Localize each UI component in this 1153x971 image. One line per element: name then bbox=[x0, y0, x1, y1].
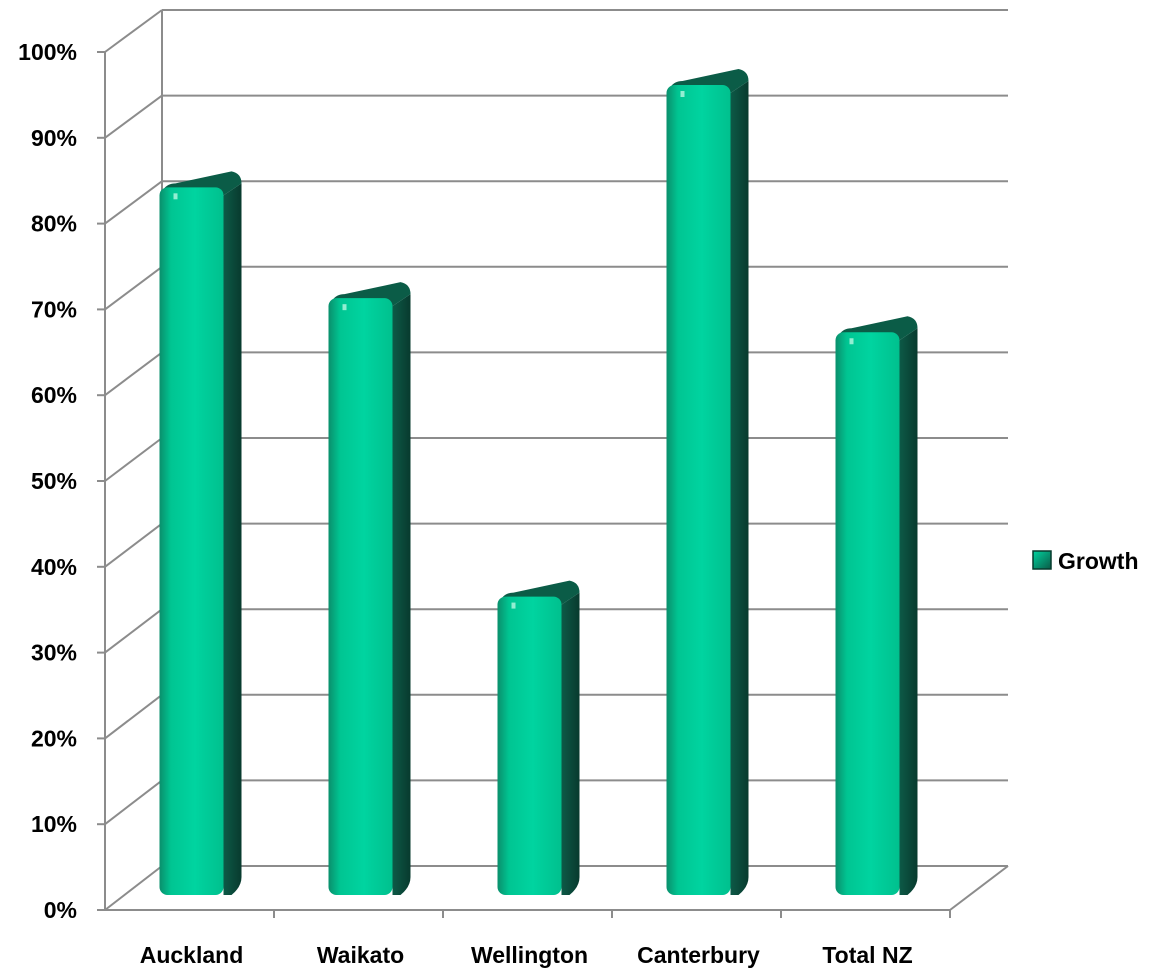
x-category-label: Total NZ bbox=[822, 942, 912, 968]
bars bbox=[159, 69, 918, 895]
gridline-depth bbox=[104, 522, 163, 568]
x-axis-category-labels: Auckland Waikato Wellington Canterbury Total… bbox=[140, 942, 913, 968]
legend-label: Growth bbox=[1058, 548, 1139, 574]
gridline-depth bbox=[104, 265, 163, 311]
gridline-depth bbox=[104, 9, 163, 53]
legend: Growth bbox=[1032, 548, 1139, 574]
x-category-label: Auckland bbox=[140, 942, 244, 968]
y-tick-label: 60% bbox=[31, 382, 77, 408]
y-tick-label: 80% bbox=[31, 211, 77, 237]
gridline-depth bbox=[104, 351, 163, 396]
x-category-label: Waikato bbox=[317, 942, 404, 968]
y-tick-label: 50% bbox=[31, 468, 77, 494]
y-tick-label: 40% bbox=[31, 554, 77, 580]
gridline-depth bbox=[104, 779, 163, 825]
y-tick-label: 100% bbox=[18, 39, 77, 65]
bar bbox=[497, 580, 580, 895]
bar bbox=[159, 171, 242, 895]
y-tick-label: 0% bbox=[44, 897, 77, 923]
bar bbox=[328, 282, 411, 895]
gridline-depth bbox=[104, 694, 163, 740]
legend-swatch bbox=[1032, 550, 1052, 570]
gridline-depth bbox=[104, 608, 163, 654]
bar bbox=[835, 316, 918, 895]
y-tick-label: 30% bbox=[31, 640, 77, 666]
y-tick-label: 70% bbox=[31, 296, 77, 322]
y-tick-label: 10% bbox=[31, 811, 77, 837]
gridline-depth bbox=[104, 94, 163, 139]
x-category-label: Wellington bbox=[471, 942, 588, 968]
y-tick-label: 20% bbox=[31, 725, 77, 751]
bar bbox=[666, 69, 749, 895]
y-axis-tick-labels: 0% 10% 20% 30% 40% 50% 60% 70% 80% 90% 100% bbox=[18, 39, 77, 923]
gridline-depth bbox=[104, 180, 163, 225]
gridline-depth bbox=[104, 865, 163, 911]
x-category-label: Canterbury bbox=[637, 942, 760, 968]
y-tick-label: 90% bbox=[31, 125, 77, 151]
gridline-depth bbox=[104, 437, 163, 482]
